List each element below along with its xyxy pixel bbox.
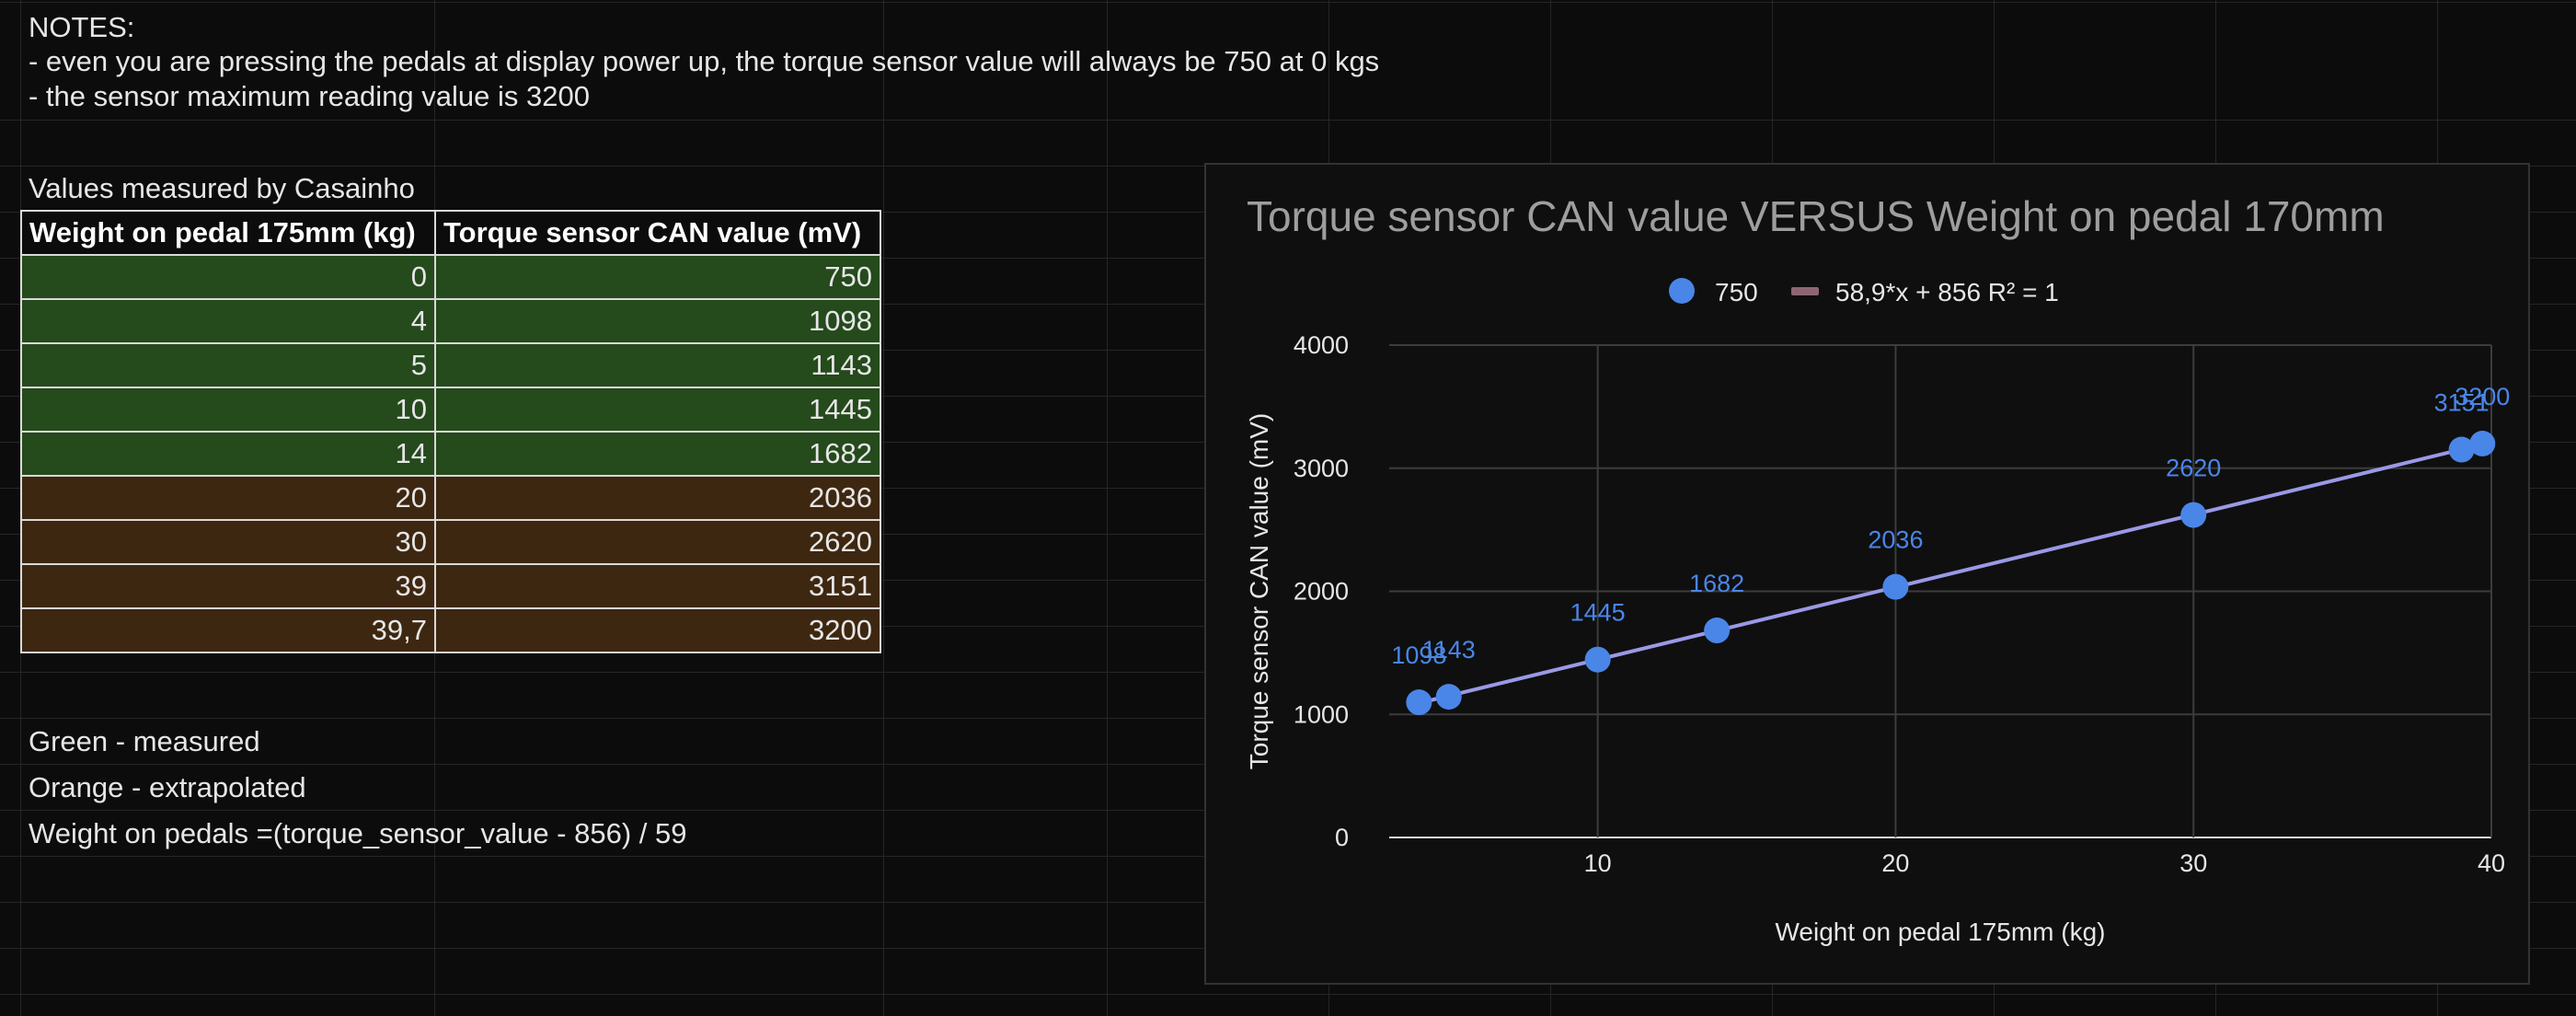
x-tick-label: 20: [1881, 849, 1909, 877]
legend-series-label: 750: [1715, 278, 1758, 306]
notes-line-2[interactable]: - the sensor maximum reading value is 32…: [29, 80, 590, 112]
weight-cell[interactable]: 20: [20, 475, 436, 521]
header-torque[interactable]: Torque sensor CAN value (mV): [434, 210, 881, 256]
y-tick-label: 0: [1335, 824, 1349, 851]
data-label: 1143: [1422, 636, 1476, 664]
notes-line-1[interactable]: - even you are pressing the pedals at di…: [29, 45, 1380, 77]
x-tick-label: 10: [1584, 849, 1612, 877]
data-label: 1098: [1391, 641, 1446, 669]
trendline: [1418, 440, 2492, 705]
x-tick-label: 40: [2478, 849, 2505, 877]
torque-cell[interactable]: 2620: [434, 519, 881, 565]
data-point: [2180, 502, 2207, 528]
torque-cell[interactable]: 3151: [434, 563, 881, 609]
data-label: 1445: [1570, 599, 1626, 627]
data-label: 3200: [2455, 383, 2510, 410]
data-point: [2448, 436, 2475, 463]
torque-cell[interactable]: 1098: [434, 298, 881, 344]
table-row: 39,7 3200: [20, 607, 881, 653]
torque-cell[interactable]: 3200: [434, 607, 881, 653]
table-row: 30 2620: [20, 519, 881, 565]
weight-cell[interactable]: 0: [20, 254, 436, 300]
weight-cell[interactable]: 30: [20, 519, 436, 565]
header-weight[interactable]: Weight on pedal 175mm (kg): [20, 210, 436, 256]
data-label: 2036: [1868, 526, 1923, 554]
data-point: [1435, 684, 1462, 710]
table-row: 39 3151: [20, 563, 881, 609]
data-label: 1682: [1689, 570, 1744, 597]
y-axis-title: Torque sensor CAN value (mV): [1245, 413, 1273, 769]
weight-cell[interactable]: 5: [20, 342, 436, 388]
weight-cell[interactable]: 10: [20, 387, 436, 433]
data-point: [1704, 618, 1731, 644]
weight-cell[interactable]: 14: [20, 431, 436, 477]
y-tick-label: 2000: [1294, 578, 1349, 606]
table-header-row: Weight on pedal 175mm (kg) Torque sensor…: [20, 210, 881, 256]
legend-note-green[interactable]: Green - measured: [29, 725, 260, 757]
torque-cell[interactable]: 750: [434, 254, 881, 300]
weight-cell[interactable]: 39: [20, 563, 436, 609]
notes-heading[interactable]: NOTES:: [29, 11, 135, 43]
chart-title: Torque sensor CAN value VERSUS Weight on…: [1247, 192, 2385, 240]
legend-trendline-marker: [1791, 287, 1819, 295]
table-row: 10 1445: [20, 387, 881, 433]
data-label: 3151: [2434, 389, 2490, 417]
scatter-chart[interactable]: Torque sensor CAN value VERSUS Weight on…: [1204, 163, 2530, 985]
table-caption[interactable]: Values measured by Casainho: [29, 172, 415, 204]
torque-cell[interactable]: 1445: [434, 387, 881, 433]
data-point: [1406, 689, 1432, 716]
formula-note[interactable]: Weight on pedals =(torque_sensor_value -…: [29, 817, 687, 849]
data-point: [2469, 431, 2496, 456]
legend-series-marker: [1669, 278, 1695, 304]
x-axis-title: Weight on pedal 175mm (kg): [1776, 918, 2106, 946]
x-tick-label: 30: [2179, 849, 2207, 877]
table-row: 14 1682: [20, 431, 881, 477]
table-row: 5 1143: [20, 342, 881, 388]
legend-note-orange[interactable]: Orange - extrapolated: [29, 771, 306, 803]
table-row: 20 2036: [20, 475, 881, 521]
legend-trendline-label: 58,9*x + 856 R² = 1: [1835, 278, 2059, 306]
torque-cell[interactable]: 1143: [434, 342, 881, 388]
table-row: 4 1098: [20, 298, 881, 344]
y-tick-label: 4000: [1294, 331, 1349, 359]
table-row: 0 750: [20, 254, 881, 300]
data-point: [1584, 646, 1611, 673]
torque-cell[interactable]: 1682: [434, 431, 881, 477]
weight-cell[interactable]: 39,7: [20, 607, 436, 653]
y-tick-label: 3000: [1294, 455, 1349, 482]
torque-cell[interactable]: 2036: [434, 475, 881, 521]
measurement-table: Weight on pedal 175mm (kg) Torque sensor…: [20, 210, 881, 653]
data-point: [1882, 573, 1909, 600]
chart-svg: Torque sensor CAN value VERSUS Weight on…: [1245, 192, 2510, 946]
weight-cell[interactable]: 4: [20, 298, 436, 344]
data-label: 2620: [2166, 455, 2221, 482]
y-tick-label: 1000: [1294, 700, 1349, 728]
